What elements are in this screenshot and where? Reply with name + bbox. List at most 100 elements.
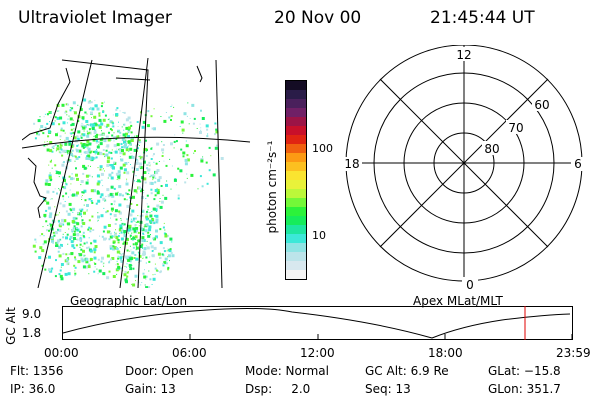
emission-pixel <box>47 206 51 210</box>
emission-pixel <box>97 219 99 221</box>
emission-pixel <box>163 119 167 123</box>
emission-pixel <box>193 152 195 154</box>
emission-pixel <box>95 122 97 124</box>
emission-pixel <box>120 219 122 221</box>
emission-pixel <box>118 135 120 137</box>
emission-pixel <box>47 135 50 138</box>
emission-pixel <box>75 238 77 240</box>
emission-pixel <box>51 198 53 200</box>
emission-pixel <box>124 265 126 267</box>
emission-pixel <box>115 229 116 231</box>
emission-pixel <box>170 106 172 107</box>
emission-pixel <box>167 254 171 258</box>
emission-pixel <box>60 226 62 228</box>
emission-pixel <box>90 101 93 104</box>
emission-pixel <box>145 154 148 157</box>
emission-pixel <box>102 118 106 122</box>
emission-pixel <box>103 262 105 264</box>
emission-pixel <box>102 153 105 156</box>
emission-pixel <box>162 226 165 229</box>
emission-pixel <box>135 227 139 230</box>
emission-pixel <box>122 256 124 258</box>
emission-pixel <box>194 150 196 152</box>
emission-pixel <box>58 240 59 242</box>
emission-pixel <box>153 222 156 225</box>
emission-pixel <box>168 249 172 253</box>
emission-pixel <box>106 188 110 192</box>
emission-pixel <box>134 274 138 278</box>
emission-pixel <box>65 210 68 213</box>
emission-pixel <box>152 179 154 181</box>
emission-pixel <box>54 116 57 119</box>
emission-pixel <box>52 190 55 193</box>
emission-pixel <box>113 193 115 195</box>
emission-pixel <box>131 155 133 157</box>
emission-pixel <box>39 235 41 237</box>
emission-pixel <box>83 242 86 245</box>
emission-pixel <box>60 266 62 268</box>
emission-pixel <box>88 226 91 229</box>
emission-pixel <box>85 143 89 147</box>
emission-pixel <box>99 235 101 237</box>
emission-pixel <box>106 144 110 148</box>
emission-pixel <box>56 171 60 175</box>
emission-pixel <box>120 267 123 270</box>
emission-pixel <box>149 256 151 258</box>
emission-pixel <box>130 124 133 127</box>
emission-pixel <box>50 116 52 118</box>
emission-pixel <box>113 144 117 148</box>
status-door: Door: Open <box>125 364 194 378</box>
emission-pixel <box>101 102 104 105</box>
emission-pixel <box>73 237 76 240</box>
emission-pixel <box>138 254 142 258</box>
emission-pixel <box>123 198 126 201</box>
emission-pixel <box>53 234 56 237</box>
emission-pixel <box>71 220 75 223</box>
longitude-grid-line <box>37 59 93 288</box>
emission-pixel <box>45 209 48 212</box>
emission-pixel <box>84 254 86 256</box>
altitude-axis-label: GC Alt <box>4 307 18 345</box>
emission-pixel <box>185 140 187 142</box>
emission-pixel <box>129 250 131 252</box>
emission-pixel <box>124 278 128 282</box>
emission-pixel <box>175 140 178 143</box>
emission-pixel <box>79 108 83 111</box>
emission-pixel <box>136 159 139 162</box>
emission-pixel <box>66 150 70 154</box>
emission-pixel <box>155 214 159 218</box>
emission-pixel <box>115 108 118 111</box>
emission-pixel <box>76 135 78 137</box>
emission-pixel <box>47 130 51 134</box>
emission-pixel <box>78 254 81 257</box>
emission-pixel <box>55 259 57 262</box>
emission-pixel <box>145 139 147 142</box>
emission-pixel <box>67 272 71 276</box>
emission-pixel <box>70 152 73 156</box>
emission-pixel <box>75 244 78 247</box>
status-dsp: Dsp: 2.0 <box>245 382 311 396</box>
emission-pixel <box>135 257 139 261</box>
emission-pixel <box>135 158 137 160</box>
emission-pixel <box>135 161 139 165</box>
emission-pixel <box>127 116 131 120</box>
emission-pixel <box>149 278 152 281</box>
emission-pixel <box>80 257 84 261</box>
emission-pixel <box>96 182 100 186</box>
emission-pixel <box>141 176 144 180</box>
emission-pixel <box>152 155 154 157</box>
emission-pixel <box>60 129 63 132</box>
emission-pixel <box>124 162 128 165</box>
emission-pixel <box>100 144 102 145</box>
mlt-label-bottom: 0 <box>466 278 474 292</box>
emission-pixel <box>119 224 123 228</box>
status-ip: IP: 36.0 <box>10 382 56 396</box>
emission-pixel <box>43 235 45 237</box>
emission-pixel <box>136 192 138 194</box>
emission-pixel <box>46 145 48 147</box>
emission-pixel <box>205 124 209 128</box>
emission-pixel <box>117 239 120 241</box>
emission-pixel <box>181 128 185 132</box>
emission-pixel <box>142 120 146 124</box>
emission-pixel <box>179 126 181 127</box>
